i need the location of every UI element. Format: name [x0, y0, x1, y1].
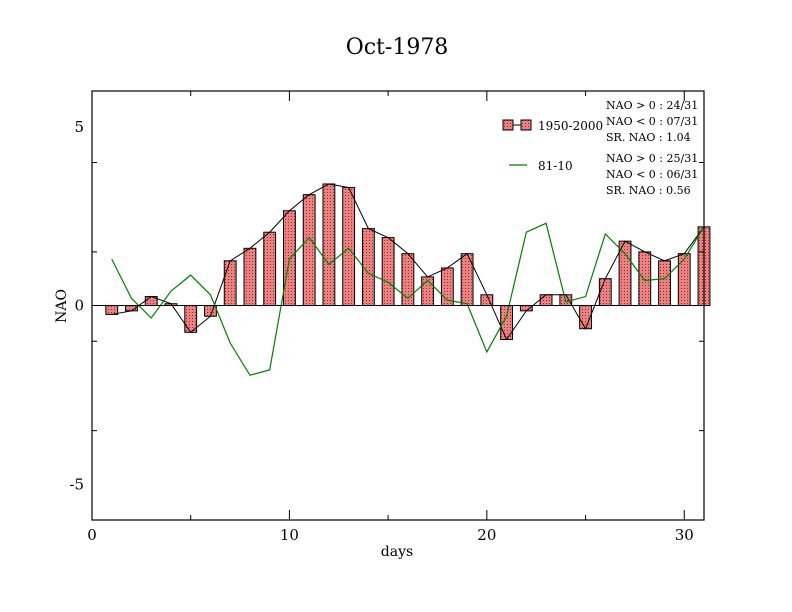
stats-81-10-neg: NAO < 0 : 06/31	[606, 168, 698, 181]
stats-1950-2000-sr: SR. NAO : 1.04	[606, 131, 691, 144]
legend-swatch-bar-left	[502, 119, 514, 131]
bar-day-1	[105, 305, 119, 315]
legend-label-81-10: 81-10	[538, 159, 573, 173]
y-tick-label--5: -5	[69, 475, 84, 493]
bar-day-22	[519, 305, 533, 312]
bar-day-29	[658, 260, 671, 306]
series-1950-2000-outline	[111, 183, 705, 341]
bar-day-28	[638, 251, 652, 306]
x-tick-label-30: 30	[675, 526, 694, 544]
stats-1950-2000-pos: NAO > 0 : 24/31	[606, 99, 698, 112]
bars-layer	[105, 183, 711, 340]
bar-day-6	[204, 305, 217, 317]
bar-day-21	[500, 305, 514, 340]
x-axis-label: days	[381, 544, 413, 560]
x-tick-label-20: 20	[477, 526, 496, 544]
series-81-10-line	[111, 222, 705, 376]
bar-day-30	[677, 253, 691, 307]
plot-frame	[91, 90, 705, 521]
bar-day-8	[243, 247, 257, 307]
bar-day-9	[263, 231, 277, 306]
stats-1950-2000-neg: NAO < 0 : 07/31	[606, 115, 698, 128]
x-tick-label-10: 10	[280, 526, 299, 544]
y-tick-label-0: 0	[74, 297, 84, 315]
y-tick-label-5: 5	[74, 118, 84, 136]
y-axis-label: NAO	[54, 289, 70, 323]
stats-81-10-sr: SR. NAO : 0.56	[606, 184, 691, 197]
bar-day-26	[598, 278, 612, 306]
stats-block: NAO > 0 : 24/31 NAO < 0 : 07/31 SR. NAO …	[606, 99, 698, 197]
bar-day-23	[539, 294, 553, 306]
bar-day-13	[342, 187, 356, 306]
legend: 1950-2000 81-10	[502, 119, 603, 173]
legend-label-1950-2000: 1950-2000	[538, 119, 603, 133]
bar-day-15	[381, 237, 395, 306]
ticks-layer: 0 10 20 30 -5 0 5	[69, 91, 704, 544]
bar-day-7	[223, 260, 237, 306]
bar-day-10	[282, 210, 296, 306]
legend-swatch-bar-right	[520, 119, 532, 131]
chart-title: Oct-1978	[346, 35, 449, 60]
bar-day-27	[618, 240, 632, 306]
bar-day-12	[322, 183, 336, 306]
bar-day-11	[302, 194, 316, 306]
bar-day-14	[361, 228, 375, 306]
x-tick-label-0: 0	[87, 526, 97, 544]
stats-81-10-pos: NAO > 0 : 25/31	[606, 152, 698, 165]
